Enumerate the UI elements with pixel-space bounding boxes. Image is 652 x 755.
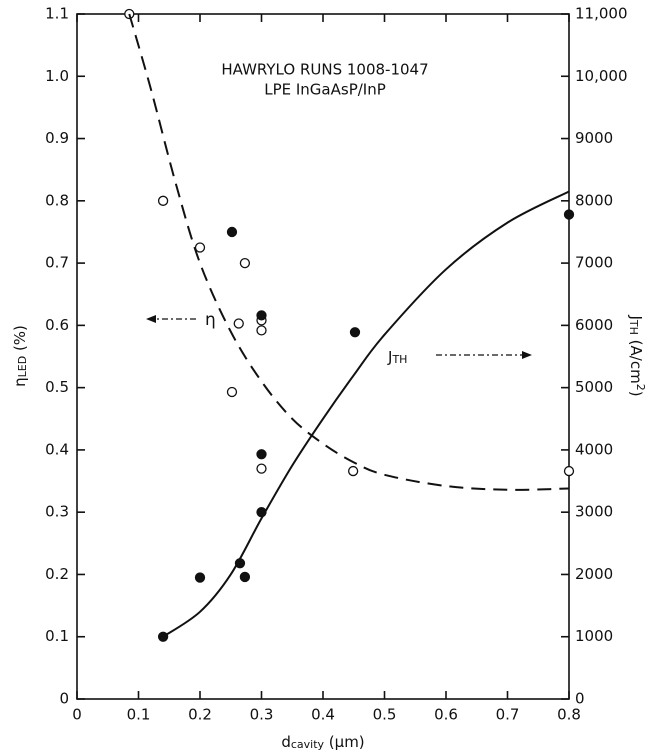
y2-tick-label: 9000 <box>575 129 613 147</box>
y2-tick-label: 11,000 <box>575 5 628 23</box>
data-point <box>157 195 169 206</box>
data-point <box>194 572 206 583</box>
eta-arrowhead <box>146 315 156 323</box>
y-tick-label: 0.5 <box>45 378 69 396</box>
x-axis-label: dcavity (μm) <box>281 733 364 752</box>
label-part: η <box>11 377 29 387</box>
label-part: J <box>628 314 646 319</box>
x-tick-label: 0.3 <box>250 706 274 724</box>
jth-annotation: JTH <box>387 348 407 367</box>
x-tick-label: 0.6 <box>434 706 458 724</box>
y-tick-label: 0.6 <box>45 316 69 334</box>
y2-tick-label: 8000 <box>575 191 613 209</box>
data-point <box>256 449 267 460</box>
y-axis-label: ηLED (%) <box>11 325 30 387</box>
annotation: LPE InGaAsP/InP <box>264 81 386 99</box>
data-point <box>226 226 238 238</box>
label-part: J <box>387 348 392 366</box>
label-part: (A/cm <box>628 335 646 384</box>
y-tick-label: 0.1 <box>45 627 69 645</box>
data-point <box>563 465 575 477</box>
data-point <box>256 325 267 336</box>
y2-tick-label: 7000 <box>575 254 613 272</box>
y2-tick-label: 0 <box>575 690 585 708</box>
eta-annotation: η <box>205 310 216 330</box>
y2-axis-label: JTH (A/cm2) <box>627 314 648 396</box>
data-point <box>563 209 575 220</box>
jth-arrowhead <box>522 351 532 359</box>
x-tick-label: 0.8 <box>557 706 581 724</box>
y-tick-label: 0.3 <box>45 503 69 521</box>
y-tick-label: 0.4 <box>45 440 69 458</box>
data-point <box>226 386 238 398</box>
y2-tick-label: 5000 <box>575 378 613 396</box>
x-tick-label: 0.1 <box>127 706 151 724</box>
y-tick-label: 0.7 <box>45 254 69 272</box>
data-point <box>239 257 251 269</box>
y-tick-label: 0.2 <box>45 565 69 583</box>
x-tick-label: 0.7 <box>496 706 520 724</box>
x-tick-label: 0 <box>72 706 82 724</box>
data-point <box>349 327 361 338</box>
label-part: cavity <box>291 738 325 751</box>
label-part: TH <box>391 353 407 366</box>
label-part: (%) <box>11 325 29 356</box>
y2-tick-label: 2000 <box>575 565 613 583</box>
fit-curve <box>128 13 570 491</box>
x-tick-label: 0.5 <box>373 706 397 724</box>
y-tick-label: 0.9 <box>45 129 69 147</box>
label-part: TH <box>627 319 640 335</box>
y2-tick-label: 4000 <box>575 440 613 458</box>
y-tick-label: 0 <box>59 690 69 708</box>
y-tick-label: 1.0 <box>45 67 69 85</box>
data-point <box>194 242 206 253</box>
annotation: HAWRYLO RUNS 1008-1047 <box>221 61 428 79</box>
data-point <box>233 318 244 329</box>
label-part: ) <box>628 391 646 397</box>
y-tick-label: 0.8 <box>45 191 69 209</box>
fit-curve <box>162 190 570 638</box>
data-point <box>239 571 251 583</box>
label-part: 2 <box>634 384 647 391</box>
plot-frame <box>76 13 570 700</box>
label-part: (μm) <box>324 733 365 751</box>
data-point <box>256 463 267 474</box>
y2-tick-label: 1000 <box>575 627 613 645</box>
data-point <box>347 465 359 477</box>
x-tick-label: 0.2 <box>188 706 212 724</box>
y2-tick-label: 3000 <box>575 503 613 521</box>
x-tick-label: 0.4 <box>311 706 335 724</box>
y2-tick-label: 6000 <box>575 316 613 334</box>
data-point <box>256 310 267 321</box>
label-part: d <box>281 733 291 751</box>
y-tick-label: 1.1 <box>45 5 69 23</box>
label-part: LED <box>16 356 29 378</box>
y2-tick-label: 10,000 <box>575 67 628 85</box>
